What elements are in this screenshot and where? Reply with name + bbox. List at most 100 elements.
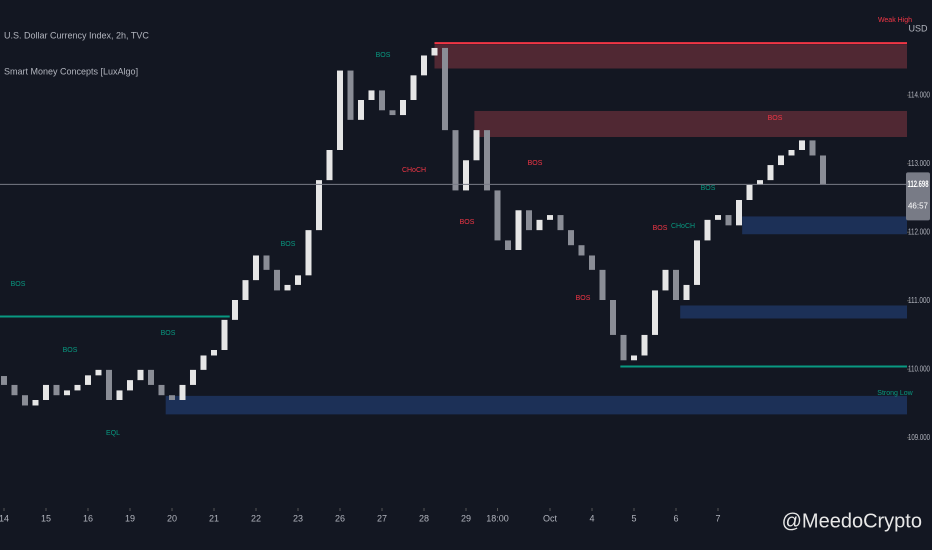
candle-body: [788, 150, 795, 156]
order-block: [434, 44, 907, 69]
candle-body: [704, 219, 711, 241]
candle-body: [0, 376, 7, 385]
x-tick-label: 7: [715, 513, 720, 523]
candle-body: [767, 165, 774, 181]
candle-body: [368, 90, 375, 100]
candle-body: [200, 355, 207, 370]
y-tick-label: 111.000: [908, 296, 930, 305]
candle-body: [693, 240, 700, 285]
structure-label: BOS: [576, 295, 591, 302]
candle-body: [158, 384, 165, 396]
x-tick-label: 16: [83, 513, 93, 523]
candle-body: [231, 300, 238, 320]
x-tick-label: 29: [461, 513, 471, 523]
candle-body: [147, 369, 154, 385]
candle-body: [389, 110, 396, 116]
x-tick-label: 5: [631, 513, 636, 523]
candle-body: [494, 190, 501, 241]
candle-body: [137, 369, 144, 381]
candle-body: [798, 140, 805, 150]
candle-body: [473, 130, 480, 161]
candle-body: [273, 269, 280, 291]
candle-body: [557, 215, 564, 231]
candle-body: [105, 369, 112, 400]
structure-label: Strong Low: [877, 390, 913, 397]
candle-body: [326, 150, 333, 181]
candle-body: [126, 380, 133, 391]
candle-body: [515, 210, 522, 250]
x-tick-label: 28: [419, 513, 429, 523]
candle-body: [536, 219, 543, 231]
candle-body: [284, 284, 291, 291]
candle-body: [609, 300, 616, 335]
structure-label: BOS: [460, 219, 475, 226]
price-label: 112.698: [908, 179, 929, 189]
x-tick-label: 20: [167, 513, 177, 523]
x-tick-label: 27: [377, 513, 387, 523]
structure-label: BOS: [376, 52, 391, 59]
candle-body: [578, 245, 585, 256]
candle-body: [599, 269, 606, 300]
candle-body: [252, 255, 259, 281]
x-tick-label: Oct: [543, 513, 558, 523]
structure-label: CHoCH: [671, 223, 695, 230]
order-block: [680, 305, 907, 319]
candle-body: [420, 55, 427, 76]
candle-body: [756, 180, 763, 185]
x-tick-label: 4: [589, 513, 594, 523]
candle-body: [714, 215, 721, 220]
structure-label: BOS: [701, 185, 716, 192]
candle-body: [53, 384, 60, 396]
candle-body: [546, 215, 553, 220]
candle-body: [189, 369, 196, 385]
x-tick-label: 15: [41, 513, 51, 523]
structure-label: Weak High: [878, 17, 912, 24]
candle-body: [504, 240, 511, 250]
x-tick-label: 22: [251, 513, 261, 523]
candle-body: [305, 230, 312, 276]
candle-body: [746, 184, 753, 200]
x-tick-label: 26: [335, 513, 345, 523]
structure-label: BOS: [653, 225, 668, 232]
structure-label: BOS: [528, 160, 543, 167]
candle-body: [662, 269, 669, 291]
y-tick-label: 110.000: [908, 364, 930, 373]
candle-body: [11, 384, 18, 396]
candle-body: [315, 180, 322, 231]
structure-label: CHoCH: [402, 167, 426, 174]
y-tick-label: 114.000: [908, 90, 930, 99]
candle-body: [725, 215, 732, 226]
candle-body: [672, 269, 679, 300]
candle-body: [32, 400, 39, 406]
structure-label: BOS: [161, 330, 176, 337]
y-tick-label: 113.000: [908, 159, 930, 168]
candle-body: [462, 160, 469, 191]
countdown-label: 46:57: [908, 201, 929, 210]
structure-label: BOS: [11, 281, 26, 288]
candle-body: [116, 390, 123, 400]
x-tick-label: 19: [125, 513, 135, 523]
order-block: [165, 395, 907, 415]
plot-area: [0, 42, 910, 511]
candle-body: [567, 230, 574, 246]
order-block: [474, 110, 907, 137]
candle-body: [168, 395, 175, 400]
candle-body: [620, 334, 627, 361]
price-badge: [906, 172, 930, 221]
candle-body: [410, 75, 417, 100]
candle-body: [683, 284, 690, 300]
candle-body: [42, 384, 49, 400]
candle-body: [21, 395, 28, 406]
structure-label: BOS: [281, 241, 296, 248]
candle-body: [378, 90, 385, 111]
currency-label: USD: [908, 23, 928, 33]
structure-label: BOS: [63, 347, 78, 354]
y-tick-label: 109.000: [908, 433, 930, 442]
candle-body: [819, 155, 826, 185]
candle-body: [95, 369, 102, 376]
candle-body: [63, 390, 70, 396]
candle-body: [357, 100, 364, 120]
candle-body: [221, 319, 228, 350]
